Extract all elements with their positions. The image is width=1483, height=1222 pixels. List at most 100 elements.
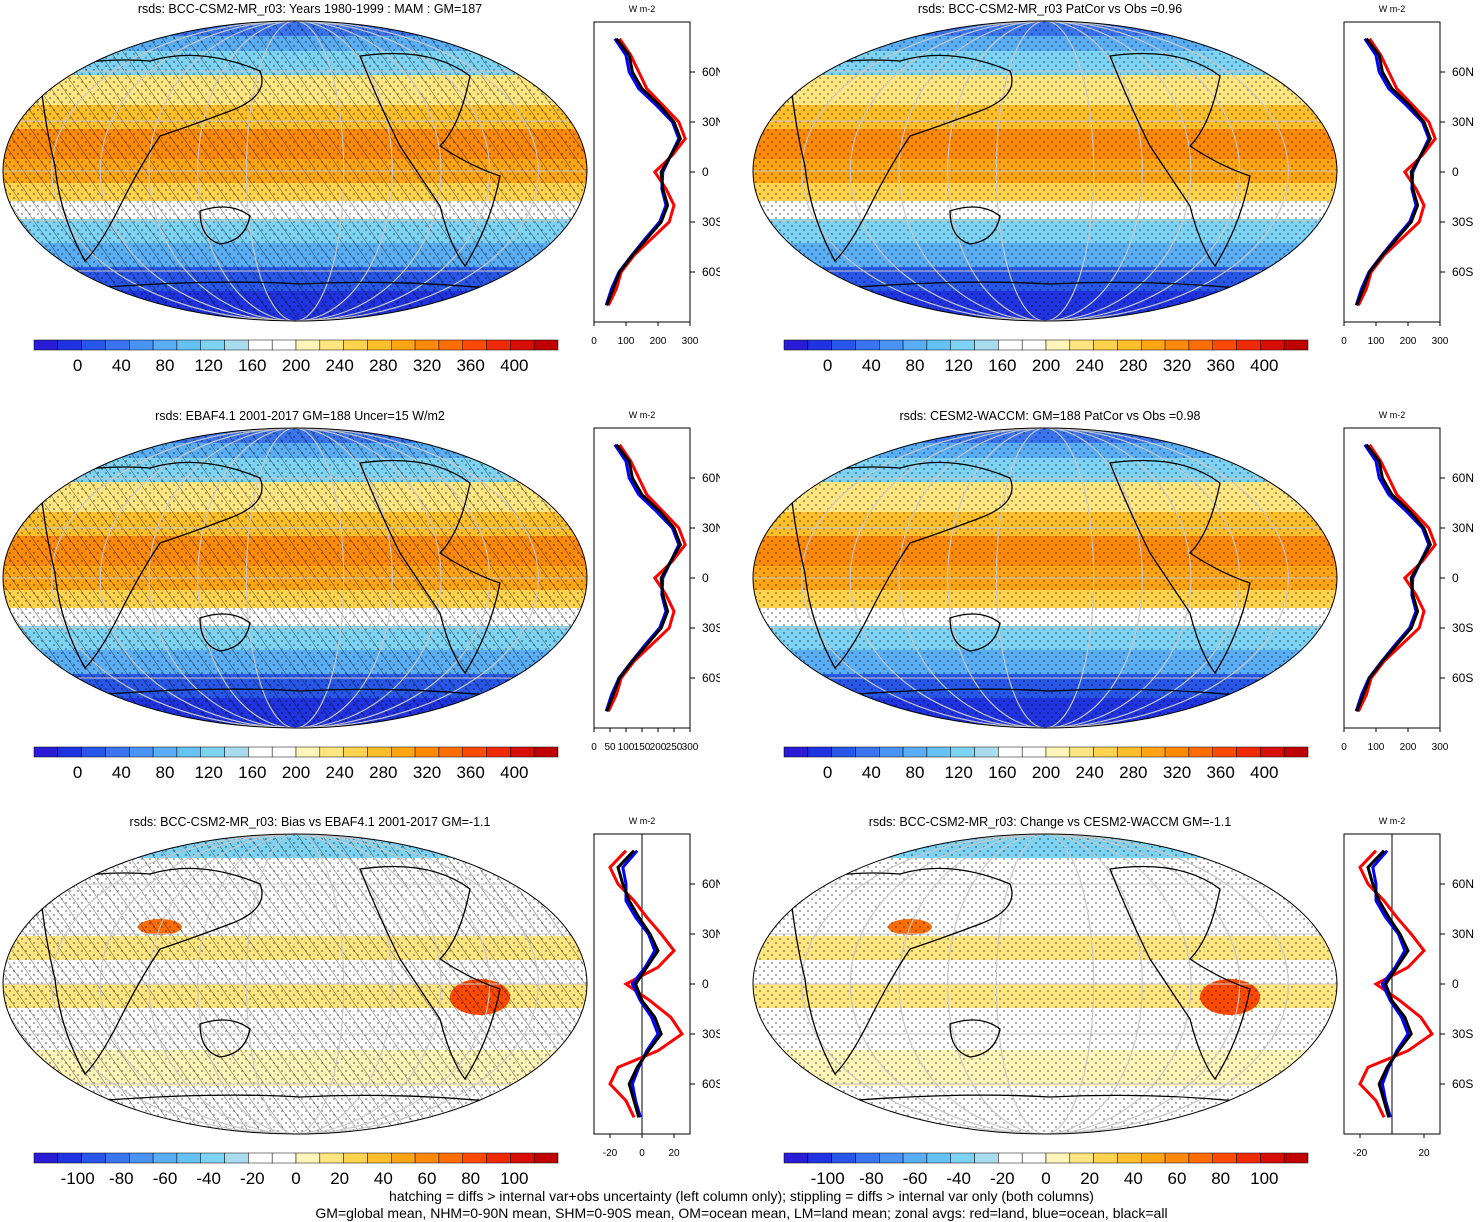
zonal-ytick-label: 60N bbox=[1452, 65, 1474, 79]
colorbar-label: -60 bbox=[153, 1169, 178, 1188]
colorbar-swatch bbox=[200, 339, 225, 351]
panel-title-p2: rsds: BCC-CSM2-MR_r03 PatCor vs Obs =0.9… bbox=[917, 2, 1183, 16]
meridian-line bbox=[995, 21, 1095, 321]
colorbar-swatch bbox=[486, 1152, 511, 1164]
colorbar-label: 80 bbox=[156, 356, 175, 375]
colorbar-swatch bbox=[129, 746, 154, 758]
colorbar-label: 400 bbox=[500, 356, 528, 375]
colorbar-label: 100 bbox=[500, 1169, 528, 1188]
colorbar-p4: 0 40 80 120 160 200 240 280 320 360 400 bbox=[783, 746, 1309, 782]
colorbar-swatch bbox=[1283, 746, 1309, 758]
colorbar-swatch bbox=[950, 1152, 975, 1164]
colorbar-swatch bbox=[510, 1152, 535, 1164]
colorbar-swatch bbox=[1260, 1152, 1285, 1164]
colorbar-swatch bbox=[57, 746, 82, 758]
zonal-xtick-label: 0 bbox=[1341, 742, 1347, 753]
zonal-ytick-label: 60S bbox=[1452, 1077, 1473, 1091]
colorbar-swatch bbox=[176, 339, 201, 351]
colorbar-swatch bbox=[1069, 339, 1094, 351]
colorbar-swatch bbox=[1212, 1152, 1237, 1164]
colorbar-label: 160 bbox=[238, 356, 266, 375]
colorbar-swatch bbox=[367, 746, 392, 758]
colorbar-swatch bbox=[200, 746, 225, 758]
colorbar-swatch bbox=[176, 746, 201, 758]
colorbar-swatch bbox=[879, 339, 904, 351]
colorbar-label: 280 bbox=[1119, 356, 1147, 375]
colorbar-swatch bbox=[926, 339, 951, 351]
meridian-line bbox=[148, 834, 442, 1134]
colorbar-swatch bbox=[533, 339, 559, 351]
colorbar-swatch bbox=[391, 1152, 416, 1164]
zonal-xtick-label: 300 bbox=[1432, 742, 1449, 753]
colorbar-swatch bbox=[902, 746, 928, 758]
colorbar-label: 0 bbox=[823, 763, 832, 782]
zonal-ytick-label: 60N bbox=[1452, 877, 1474, 891]
colorbar-swatch bbox=[831, 339, 856, 351]
map-border bbox=[2, 427, 588, 729]
colorbar-label: -20 bbox=[240, 1169, 265, 1188]
coastlines bbox=[39, 865, 541, 1108]
meridian-line bbox=[947, 428, 1143, 728]
colorbar-swatch bbox=[486, 746, 511, 758]
colorbar-label: 120 bbox=[194, 356, 222, 375]
panel-title-p3: rsds: EBAF4.1 2001-2017 GM=188 Uncer=15 … bbox=[155, 409, 445, 423]
colorbar-swatch bbox=[248, 746, 273, 758]
colorbar-label: 360 bbox=[1206, 763, 1234, 782]
colorbar-label: 280 bbox=[1119, 763, 1147, 782]
colorbar-swatch bbox=[224, 746, 249, 758]
meridian-line bbox=[197, 428, 393, 728]
colorbar-label: -80 bbox=[109, 1169, 134, 1188]
zonal-xtick-label: 150 bbox=[634, 742, 651, 753]
zonal-plot-p2: W m-2 60N 30N 0 30S 60S 0 100 200 300 bbox=[1341, 4, 1474, 347]
colorbar-label: -80 bbox=[859, 1169, 884, 1188]
colorbar-label: 40 bbox=[112, 356, 131, 375]
colorbar-swatch bbox=[1283, 1152, 1309, 1164]
zonal-xtick-label: 0 bbox=[591, 742, 597, 753]
colorbar-swatch bbox=[926, 1152, 951, 1164]
graticule bbox=[753, 834, 1337, 1134]
meridian-line bbox=[898, 428, 1192, 728]
meridian-line bbox=[995, 428, 1095, 728]
map-p1 bbox=[2, 20, 588, 322]
zonal-units-label: W m-2 bbox=[1379, 410, 1406, 420]
colorbar-swatch bbox=[248, 339, 273, 351]
colorbar-swatch bbox=[902, 1152, 928, 1164]
zonal-ytick-label: 30N bbox=[1452, 521, 1474, 535]
colorbar-swatch bbox=[533, 746, 559, 758]
colorbar-swatch bbox=[486, 339, 511, 351]
colorbar-label: 40 bbox=[112, 763, 131, 782]
coastline-antarctica bbox=[59, 688, 541, 702]
coastlines bbox=[789, 865, 1291, 1108]
colorbar-swatch bbox=[129, 1152, 154, 1164]
zonal-xtick-label: 0 bbox=[1341, 336, 1347, 347]
zonal-ytick-label: 30S bbox=[1452, 1027, 1473, 1041]
colorbar-swatch bbox=[1069, 1152, 1094, 1164]
colorbar-label: 320 bbox=[1163, 763, 1191, 782]
panel-title-p6: rsds: BCC-CSM2-MR_r03: Change vs CESM2-W… bbox=[868, 815, 1232, 829]
colorbar-swatch bbox=[974, 1152, 999, 1164]
colorbar-label: 60 bbox=[418, 1169, 437, 1188]
zonal-xtick-label: 250 bbox=[666, 742, 683, 753]
zonal-plot-p3: W m-2 60N 30N 0 30S 60S 0 50 100 150 200 250 300 bbox=[591, 410, 720, 753]
colorbar-label: 80 bbox=[1211, 1169, 1230, 1188]
zonal-plot-p6: W m-2 60N 30N 0 30S 60S -20 20 bbox=[1343, 816, 1474, 1159]
map-field bbox=[3, 834, 587, 1134]
meridian-line bbox=[99, 21, 491, 321]
colorbar-label: 160 bbox=[238, 763, 266, 782]
colorbar-label: 80 bbox=[906, 356, 925, 375]
colorbar-swatch bbox=[152, 746, 178, 758]
map-border bbox=[752, 427, 1338, 729]
zonal-ytick-label: 30S bbox=[702, 215, 720, 229]
colorbar-swatch bbox=[462, 339, 487, 351]
colorbar-swatch bbox=[855, 339, 880, 351]
colorbar-swatch bbox=[343, 1152, 368, 1164]
colorbar-swatch bbox=[1164, 1152, 1190, 1164]
colorbar-label: 240 bbox=[325, 763, 353, 782]
zonal-ytick-label: 0 bbox=[702, 165, 709, 179]
zonal-xtick-label: 100 bbox=[1368, 742, 1385, 753]
zonal-line-land bbox=[1358, 849, 1435, 1118]
map-p4 bbox=[752, 427, 1338, 729]
colorbar-label: 400 bbox=[500, 763, 528, 782]
colorbar-swatch bbox=[1117, 1152, 1142, 1164]
colorbar-swatch bbox=[438, 339, 463, 351]
